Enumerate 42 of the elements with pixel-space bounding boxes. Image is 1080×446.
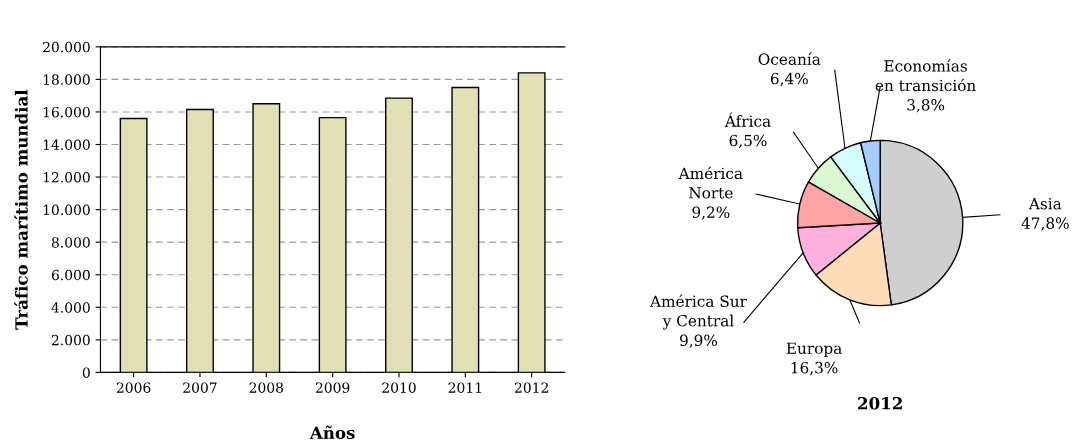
x-tick-label: 2010 xyxy=(382,382,416,393)
slice-label: Oceanía xyxy=(758,52,821,65)
data-label: 3,8% xyxy=(907,99,945,113)
data-label: 6,5% xyxy=(729,134,767,149)
data-label: 9,2% xyxy=(692,206,730,220)
data-label: 6,4% xyxy=(770,72,808,87)
x-axis-title: Años xyxy=(309,425,355,440)
x-tick-label: 2009 xyxy=(315,382,350,393)
y-tick-label: 12.000 xyxy=(43,172,90,183)
y-axis-title: Tráfico marítimo mundial xyxy=(14,89,28,330)
y-tick-label: 20.000 xyxy=(43,41,90,53)
slice-label: África xyxy=(724,112,771,127)
bar xyxy=(185,108,214,373)
y-tick-label: 18.000 xyxy=(43,74,90,85)
y-tick-label: 8.000 xyxy=(51,237,90,248)
slice-label: América Norte xyxy=(678,166,743,199)
data-label: 16,3% xyxy=(791,361,838,376)
y-tick-label: 0 xyxy=(82,367,90,378)
bar xyxy=(517,72,546,373)
x-tick-label: 2007 xyxy=(183,382,217,393)
slice-label: América Sur y Central xyxy=(649,294,747,330)
y-tick-label: 10.000 xyxy=(43,204,90,216)
slice-label: Economías en transición xyxy=(875,59,976,92)
y-tick-label: 6.000 xyxy=(51,269,90,281)
y-tick-label: 16.000 xyxy=(43,106,90,118)
bar xyxy=(252,103,281,373)
bar xyxy=(451,86,480,373)
text: 2012 xyxy=(858,396,902,410)
slice-label: Europa xyxy=(786,342,842,357)
data-label: 47,8% xyxy=(1021,217,1069,231)
bar xyxy=(318,116,347,373)
x-tick-label: 2012 xyxy=(514,382,548,393)
x-tick-label: 2008 xyxy=(249,382,284,393)
x-tick-label: 2011 xyxy=(448,382,482,393)
y-tick-label: 2.000 xyxy=(51,334,90,346)
x-tick-label: 2006 xyxy=(116,382,151,393)
slice-label: Asia xyxy=(1028,198,1062,210)
bar xyxy=(119,117,148,373)
bar xyxy=(385,97,413,373)
y-tick-label: 14.000 xyxy=(43,139,90,150)
y-tick-label: 4.000 xyxy=(51,302,90,313)
data-label: 9,9% xyxy=(680,334,718,348)
